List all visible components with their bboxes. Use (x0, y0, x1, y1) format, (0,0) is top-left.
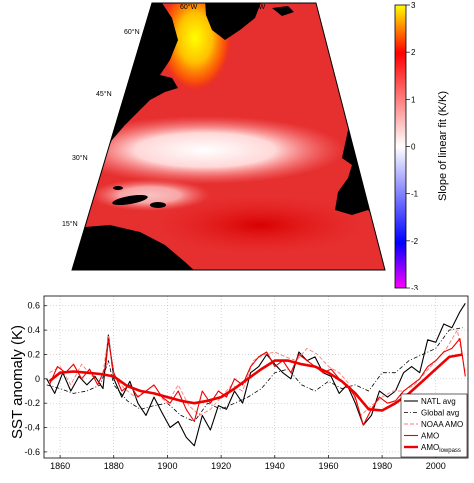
subtropical-pale-band (72, 116, 345, 184)
x-tick-label: 1880 (104, 461, 124, 471)
lat-label-15n: 15°N (62, 220, 78, 228)
lat-labels: 60°N 45°N 30°N 15°N 0° (62, 28, 140, 228)
y-axis-label: SST anomaly (K) (9, 325, 26, 439)
series-line-global-avg (46, 327, 463, 422)
y-tick-label: 0.6 (27, 301, 40, 311)
colorbar-tick-label: -3 (411, 284, 419, 290)
tropical-deep-red (150, 195, 370, 255)
greenland-land (205, 3, 262, 40)
x-tick-label: 2000 (426, 461, 446, 471)
south-america-land (72, 225, 196, 270)
series-line-amo-lowpass (48, 353, 463, 412)
series-group (46, 303, 466, 447)
x-tick-labels: 1860 1880 1900 1920 1940 1960 1980 2000 (50, 461, 446, 471)
colorbar-tick-label: 1 (411, 95, 416, 104)
map-frame (71, 2, 386, 271)
iceland-land (272, 6, 294, 16)
y-tick-label: -0.6 (24, 447, 40, 457)
y-tick-label: -0.2 (24, 398, 40, 408)
colorbar-tick-label: 3 (411, 1, 416, 10)
x-tick-label: 1940 (265, 461, 285, 471)
lon-labels: 60°W 30°W (180, 3, 266, 11)
colorbar-tick-label: 0 (411, 143, 416, 152)
legend-label: AMO (421, 432, 439, 441)
y-tick-label: 0.2 (27, 349, 40, 359)
series-line-noaa-amo (49, 329, 466, 416)
legend-label: NATL avg (421, 397, 456, 406)
colorbar-tick-label: -2 (411, 237, 419, 246)
sst-trend-map-figure: 60°N 45°N 30°N 15°N 0° 60°W 30°W 3 2 1 0 -1 -… (62, 1, 449, 290)
legend-label: NOAA AMO (421, 420, 463, 429)
bahamas-land (113, 186, 123, 190)
lat-label-60n: 60°N (124, 28, 140, 36)
y-tick-labels: 0.6 0.4 0.2 0 -0.2 -0.4 -0.6 (24, 301, 40, 457)
x-tick-label: 1960 (318, 461, 338, 471)
x-tick-label: 1900 (157, 461, 177, 471)
plot-frame (43, 295, 469, 459)
lat-label-30n: 30°N (72, 154, 88, 162)
colorbar: 3 2 1 0 -1 -2 -3 Slope of linear fit (K/K) (394, 1, 449, 290)
cuba-land (112, 194, 148, 206)
lon-label-30w: 30°W (248, 3, 266, 11)
legend: NATL avg Global avg NOAA AMO AMO AMOlowpass (400, 393, 468, 458)
map-panel (72, 3, 385, 270)
colorbar-label: Slope of linear fit (K/K) (437, 91, 449, 201)
lat-label-45n: 45°N (96, 90, 112, 98)
x-tick-label: 1920 (211, 461, 231, 471)
x-tick-label: 1860 (50, 461, 70, 471)
series-line-amo (48, 338, 466, 426)
colorbar-tick-label: -1 (411, 190, 419, 199)
legend-label: AMOlowpass (421, 443, 461, 454)
y-tick-label: 0 (35, 374, 40, 384)
x-tick-label: 1980 (372, 461, 392, 471)
colorbar-gradient (394, 4, 407, 289)
y-tick-label: -0.4 (24, 423, 40, 433)
y-tick-label: 0.4 (27, 325, 40, 335)
colorbar-tick-label: 2 (411, 48, 416, 57)
lon-label-60w: 60°W (180, 3, 198, 11)
hispaniola-land (150, 202, 166, 208)
legend-label: Global avg (421, 409, 459, 418)
sst-anomaly-timeseries-figure: 1860 1880 1900 1920 1940 1960 1980 2000 0.60.40… (9, 295, 469, 471)
